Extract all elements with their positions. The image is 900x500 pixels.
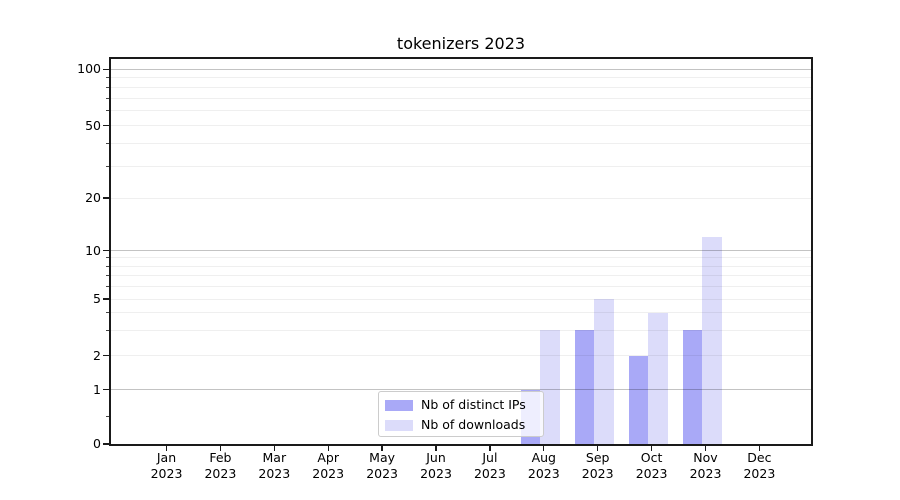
bar-nb-of-distinct-ips [628, 355, 649, 444]
y-tick [103, 68, 109, 70]
minor-gridline [111, 86, 811, 88]
y-tick [103, 354, 109, 357]
y-minor-tick [105, 312, 109, 314]
y-tick-label: 2 [93, 347, 101, 363]
x-tick [597, 446, 599, 451]
minor-gridline [111, 197, 811, 199]
x-tick-label: Oct 2023 [635, 450, 668, 481]
y-tick-label: 20 [85, 190, 101, 205]
x-tick [704, 446, 707, 451]
minor-gridline [111, 329, 811, 331]
major-gridline [111, 68, 811, 70]
y-tick [103, 197, 109, 199]
minor-gridline [111, 312, 811, 314]
x-tick [327, 446, 329, 451]
bar-nb-of-downloads [540, 330, 560, 444]
y-minor-tick [105, 165, 109, 167]
y-minor-tick [105, 329, 109, 331]
x-tick [650, 446, 653, 451]
x-tick-label: Jan 2023 [150, 450, 183, 481]
y-tick-label: 5 [93, 291, 101, 306]
x-tick [489, 446, 491, 451]
y-minor-tick [105, 97, 109, 99]
major-gridline [111, 389, 811, 390]
y-minor-tick [105, 257, 109, 259]
y-minor-tick [105, 274, 109, 276]
y-tick-label: 100 [77, 61, 101, 77]
x-tick-label: Jul 2023 [473, 450, 506, 481]
chart-title: tokenizers 2023 [396, 34, 526, 53]
minor-gridline [111, 298, 811, 300]
y-minor-tick [105, 77, 109, 79]
x-tick [273, 446, 275, 451]
y-minor-tick [105, 110, 109, 112]
y-tick-label: 50 [85, 117, 101, 133]
bar-nb-of-downloads [594, 299, 614, 444]
y-tick [103, 388, 109, 391]
x-tick-label: Mar 2023 [258, 450, 291, 481]
legend: Nb of distinct IPs Nb of downloads [378, 391, 544, 437]
y-tick [103, 125, 109, 127]
bar-nb-of-distinct-ips [574, 330, 595, 444]
bar-nb-of-downloads [648, 312, 668, 444]
x-tick [435, 446, 437, 451]
legend-label-distinct-ips: Nb of distinct IPs [421, 397, 526, 412]
x-tick [543, 446, 545, 451]
y-minor-tick [105, 142, 109, 144]
x-tick [381, 446, 383, 451]
x-tick-label: Feb 2023 [204, 450, 237, 481]
minor-gridline [111, 97, 811, 99]
x-tick [758, 446, 761, 451]
minor-gridline [111, 110, 811, 112]
legend-entry-distinct-ips: Nb of distinct IPs [385, 395, 543, 415]
x-tick-label: Apr 2023 [312, 450, 345, 481]
y-tick [103, 298, 109, 300]
y-minor-tick [105, 265, 109, 267]
y-minor-tick [105, 285, 109, 287]
y-tick [103, 249, 109, 252]
bar-nb-of-downloads [702, 236, 722, 444]
y-tick [103, 443, 109, 445]
y-tick-label: 10 [85, 242, 101, 258]
x-tick-label: Sep 2023 [581, 450, 614, 481]
minor-gridline [111, 142, 811, 144]
x-tick-label: Nov 2023 [689, 450, 722, 481]
legend-label-downloads: Nb of downloads [421, 417, 526, 432]
x-tick-label: May 2023 [366, 450, 398, 481]
minor-gridline [111, 355, 811, 356]
minor-gridline [111, 274, 811, 276]
minor-gridline [111, 285, 811, 287]
x-tick [219, 446, 222, 451]
legend-swatch-downloads-icon [385, 419, 413, 431]
x-tick-label: Jun 2023 [420, 450, 452, 481]
y-tick-label: 0 [93, 436, 101, 451]
bar-nb-of-distinct-ips [682, 330, 702, 444]
minor-gridline [111, 125, 811, 127]
major-gridline [111, 250, 811, 251]
y-minor-tick [105, 86, 109, 88]
minor-gridline [111, 77, 811, 79]
minor-gridline [111, 265, 811, 267]
y-tick-label: 1 [93, 381, 101, 397]
x-tick-label: Dec 2023 [743, 450, 776, 481]
x-tick [165, 446, 168, 451]
legend-swatch-distinct-ips-icon [385, 399, 413, 411]
minor-gridline [111, 165, 811, 167]
y-minor-tick [105, 416, 109, 418]
minor-gridline [111, 257, 811, 259]
x-tick-label: Aug 2023 [527, 450, 560, 481]
legend-entry-downloads: Nb of downloads [385, 415, 543, 435]
